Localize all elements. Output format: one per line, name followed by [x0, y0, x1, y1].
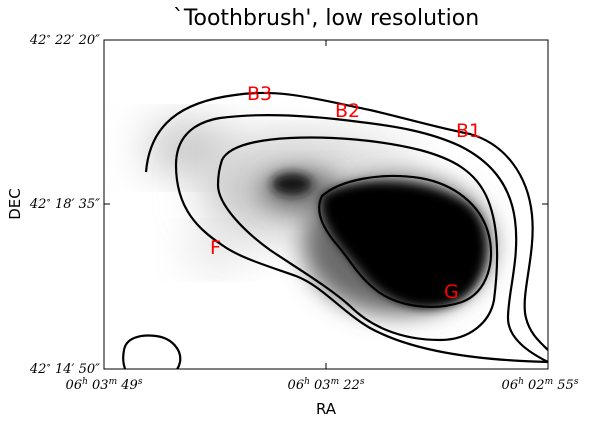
- y-tick-label: 42∘ 14′ 50″: [29, 361, 100, 377]
- y-tick-label: 42∘ 18′ 35″: [29, 196, 100, 212]
- contour-small-loop: [122, 334, 182, 369]
- plot-area: [104, 40, 548, 369]
- y-axis-label: DEC: [6, 188, 24, 220]
- region-label-g: G: [444, 281, 459, 303]
- x-tick-label: 06h 03m 22s: [288, 377, 365, 393]
- contour-level-1: [144, 91, 548, 351]
- x-tick-label: 06h 03m 49s: [66, 377, 143, 393]
- contour-level-2: [174, 113, 548, 364]
- region-label-b3: B3: [247, 83, 272, 105]
- y-tick-labels: 42∘ 22′ 20″ 42∘ 18′ 35″ 42∘ 14′ 50″: [29, 32, 100, 377]
- region-label-b2: B2: [335, 100, 360, 122]
- x-tick-label: 06h 02m 55s: [502, 377, 579, 393]
- region-label-b1: B1: [456, 120, 481, 142]
- contour-level-4: [318, 174, 492, 308]
- x-axis-label: RA: [316, 400, 337, 418]
- region-label-f: F: [210, 237, 221, 259]
- y-tick-label: 42∘ 22′ 20″: [29, 32, 100, 48]
- chart-title: `Toothbrush', low resolution: [173, 6, 479, 31]
- axis-ticks: [103, 39, 549, 370]
- contour-lines: [122, 91, 548, 369]
- region-labels: B3 B2 B1 F G: [210, 83, 481, 303]
- x-tick-labels: 06h 03m 49s 06h 03m 22s 06h 02m 55s: [66, 377, 579, 393]
- contour-level-3: [216, 136, 499, 342]
